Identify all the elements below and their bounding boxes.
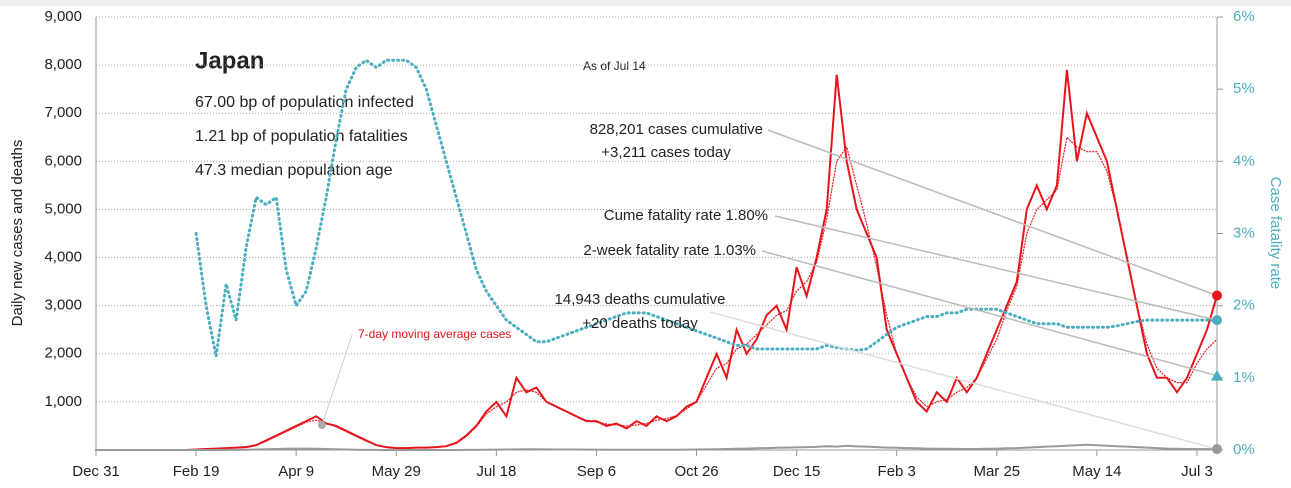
x-tick-label: Oct 26 [674, 463, 718, 480]
leader-line [774, 215, 1218, 321]
leader-line [767, 129, 1218, 297]
end-marker [1212, 444, 1222, 455]
end-marker [1212, 315, 1222, 326]
y-tick-label: 9,000 [44, 8, 82, 25]
y2-tick-label: 5% [1233, 80, 1255, 97]
y2-tick-label: 3% [1233, 224, 1255, 241]
x-tick-label: Mar 25 [973, 463, 1020, 480]
series-line [194, 58, 1219, 357]
as-of: As of Jul 14 [583, 59, 646, 73]
end-marker [1212, 290, 1222, 301]
y-tick-label: 2,000 [44, 345, 82, 362]
series-line [95, 69, 1218, 451]
end-marker [1211, 369, 1223, 381]
x-tick-label: Dec 31 [72, 463, 120, 480]
leader-line [761, 250, 1218, 377]
chart-title: Japan [195, 47, 264, 74]
stat: 47.3 median population age [195, 162, 393, 179]
x-tick-label: Apr 9 [278, 463, 314, 480]
y-tick-label: 5,000 [44, 200, 82, 217]
annotation: +3,211 cases today [601, 144, 731, 161]
annotation: Cume fatality rate 1.80% [604, 207, 768, 224]
series-label: 7-day moving average cases [358, 327, 511, 341]
annotation: 14,943 deaths cumulative [555, 291, 726, 308]
x-tick-label: Jul 3 [1181, 463, 1213, 480]
pointer-dot [318, 421, 326, 429]
y2-tick-label: 1% [1233, 369, 1255, 386]
y-tick-label: 1,000 [44, 393, 82, 410]
annotation: 2-week fatality rate 1.03% [583, 242, 756, 259]
y2-tick-label: 4% [1233, 152, 1255, 169]
series-line [95, 443, 1218, 451]
annotation: 828,201 cases cumulative [590, 121, 763, 138]
y2-tick-label: 0% [1233, 441, 1255, 458]
y2-tick-label: 6% [1233, 8, 1255, 25]
stat: 67.00 bp of population infected [195, 94, 414, 111]
y-axis-label: Daily new cases and deaths [9, 140, 26, 327]
y2-tick-label: 2% [1233, 297, 1255, 314]
x-tick-label: Sep 6 [577, 463, 616, 480]
x-tick-label: May 29 [372, 463, 421, 480]
x-tick-label: May 14 [1072, 463, 1121, 480]
series-line [95, 136, 1218, 451]
x-tick-label: Dec 15 [773, 463, 821, 480]
y-tick-label: 6,000 [44, 152, 82, 169]
y-tick-label: 8,000 [44, 56, 82, 73]
top-band [0, 0, 1291, 6]
x-tick-label: Feb 19 [173, 463, 220, 480]
leader-line [321, 334, 353, 426]
y2-axis-label: Case fatality rate [1267, 177, 1284, 290]
stat: 1.21 bp of population fatalities [195, 128, 408, 145]
leader-line [709, 311, 1218, 450]
y-tick-label: 3,000 [44, 297, 82, 314]
y-tick-label: 7,000 [44, 104, 82, 121]
x-tick-label: Feb 3 [878, 463, 916, 480]
x-tick-label: Jul 18 [476, 463, 516, 480]
annotation: +20 deaths today [582, 315, 698, 332]
y-tick-label: 4,000 [44, 249, 82, 266]
